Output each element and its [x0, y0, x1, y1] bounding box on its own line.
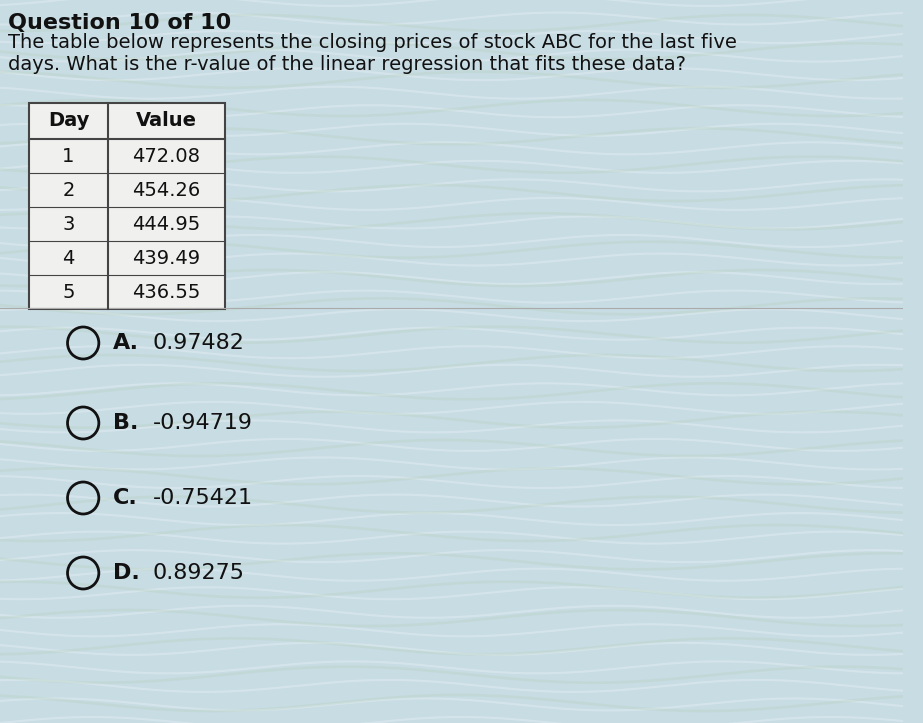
Text: 1: 1	[63, 147, 75, 166]
Text: 0.89275: 0.89275	[152, 563, 245, 583]
Text: B.: B.	[113, 413, 138, 433]
Text: 4: 4	[63, 249, 75, 268]
Text: Day: Day	[48, 111, 90, 130]
Text: -0.94719: -0.94719	[152, 413, 253, 433]
Text: C.: C.	[113, 488, 138, 508]
Text: 439.49: 439.49	[132, 249, 200, 268]
Text: Value: Value	[136, 111, 197, 130]
Text: 0.97482: 0.97482	[152, 333, 245, 353]
Text: 436.55: 436.55	[132, 283, 200, 301]
Text: 454.26: 454.26	[132, 181, 200, 200]
Text: D.: D.	[113, 563, 139, 583]
Text: 444.95: 444.95	[132, 215, 200, 234]
Text: 472.08: 472.08	[132, 147, 200, 166]
Text: 2: 2	[63, 181, 75, 200]
Text: days. What is the r-value of the linear regression that fits these data?: days. What is the r-value of the linear …	[7, 55, 686, 74]
FancyBboxPatch shape	[30, 103, 225, 309]
Text: 3: 3	[63, 215, 75, 234]
Text: The table below represents the closing prices of stock ABC for the last five: The table below represents the closing p…	[7, 33, 737, 52]
Text: 5: 5	[62, 283, 75, 301]
Text: A.: A.	[113, 333, 138, 353]
Text: -0.75421: -0.75421	[152, 488, 253, 508]
Text: Question 10 of 10: Question 10 of 10	[7, 13, 231, 33]
